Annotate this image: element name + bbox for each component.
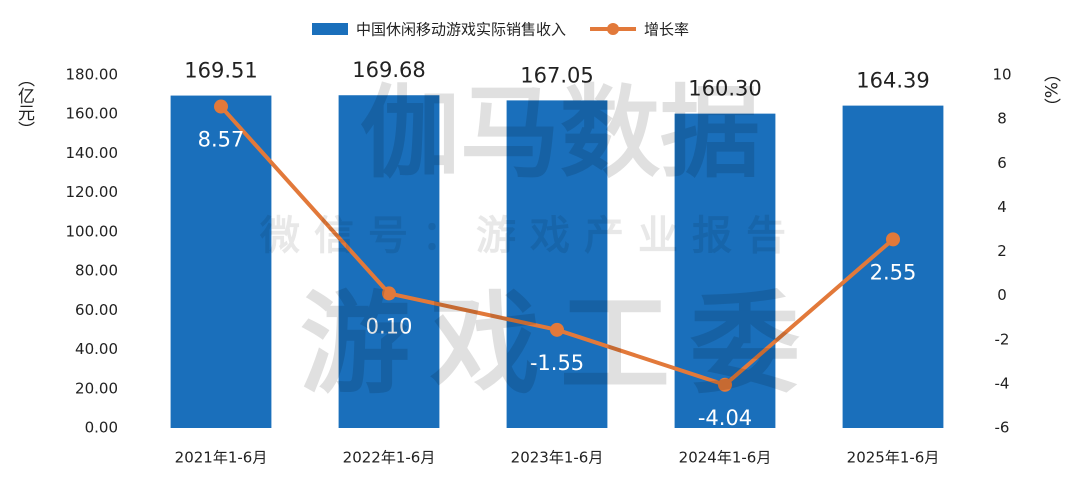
line-value-label: 0.10 bbox=[366, 314, 413, 338]
bar bbox=[338, 95, 440, 428]
y-tick-label: 80.00 bbox=[75, 262, 118, 280]
y2-axis-label: （%） bbox=[1040, 65, 1061, 115]
legend-label: 增长率 bbox=[644, 21, 689, 39]
legend-swatch bbox=[312, 23, 348, 35]
y-tick-label: 100.00 bbox=[66, 222, 119, 240]
x-tick-label: 2024年1-6月 bbox=[679, 449, 772, 467]
y-tick-label: 20.00 bbox=[75, 379, 118, 397]
y2-tick-label: 2 bbox=[997, 242, 1007, 260]
y-tick-label: 140.00 bbox=[66, 144, 119, 162]
bar-value-label: 169.68 bbox=[352, 58, 425, 82]
y-tick-label: 40.00 bbox=[75, 340, 118, 358]
y2-tick-label: 4 bbox=[997, 198, 1007, 216]
y2-tick-label: 6 bbox=[997, 154, 1007, 172]
line-value-label: -1.55 bbox=[530, 351, 584, 375]
y-tick-label: 0.00 bbox=[85, 419, 118, 437]
legend-label: 中国休闲移动游戏实际销售收入 bbox=[356, 21, 566, 39]
bar-value-label: 164.39 bbox=[856, 69, 929, 93]
y2-tick-label: -6 bbox=[995, 419, 1010, 437]
x-tick-label: 2025年1-6月 bbox=[847, 449, 940, 467]
y-tick-label: 120.00 bbox=[66, 183, 119, 201]
line-value-label: 8.57 bbox=[198, 128, 245, 152]
watermark: 游戏工委 bbox=[300, 280, 820, 408]
line-point bbox=[382, 286, 396, 301]
y-tick-label: 180.00 bbox=[66, 66, 119, 84]
y2-tick-label: -4 bbox=[995, 374, 1010, 392]
watermark: 微信号：游戏产业报告 bbox=[259, 213, 800, 259]
watermark: 伽马数据 bbox=[360, 74, 760, 191]
legend-swatch bbox=[607, 23, 620, 35]
line-point bbox=[718, 377, 732, 392]
y-tick-label: 60.00 bbox=[75, 301, 118, 319]
x-tick-label: 2021年1-6月 bbox=[175, 449, 268, 467]
line-value-label: 2.55 bbox=[870, 260, 917, 284]
y2-tick-label: 8 bbox=[997, 110, 1007, 128]
bar bbox=[170, 95, 272, 428]
bar-value-label: 167.05 bbox=[520, 63, 593, 87]
y-tick-label: 160.00 bbox=[66, 105, 119, 123]
x-tick-label: 2022年1-6月 bbox=[343, 449, 436, 467]
y2-tick-label: 0 bbox=[997, 286, 1007, 304]
line-value-label: -4.04 bbox=[698, 406, 752, 430]
bar-value-label: 169.51 bbox=[184, 59, 257, 83]
bar-value-label: 160.30 bbox=[688, 77, 761, 101]
line-point bbox=[550, 322, 564, 337]
line-point bbox=[214, 99, 228, 114]
bar bbox=[506, 100, 608, 428]
x-tick-label: 2023年1-6月 bbox=[511, 449, 604, 467]
y2-tick-label: 10 bbox=[992, 66, 1011, 84]
y2-tick-label: -2 bbox=[995, 330, 1010, 348]
y-axis-label: （亿元） bbox=[14, 70, 35, 138]
line-point bbox=[886, 232, 900, 247]
